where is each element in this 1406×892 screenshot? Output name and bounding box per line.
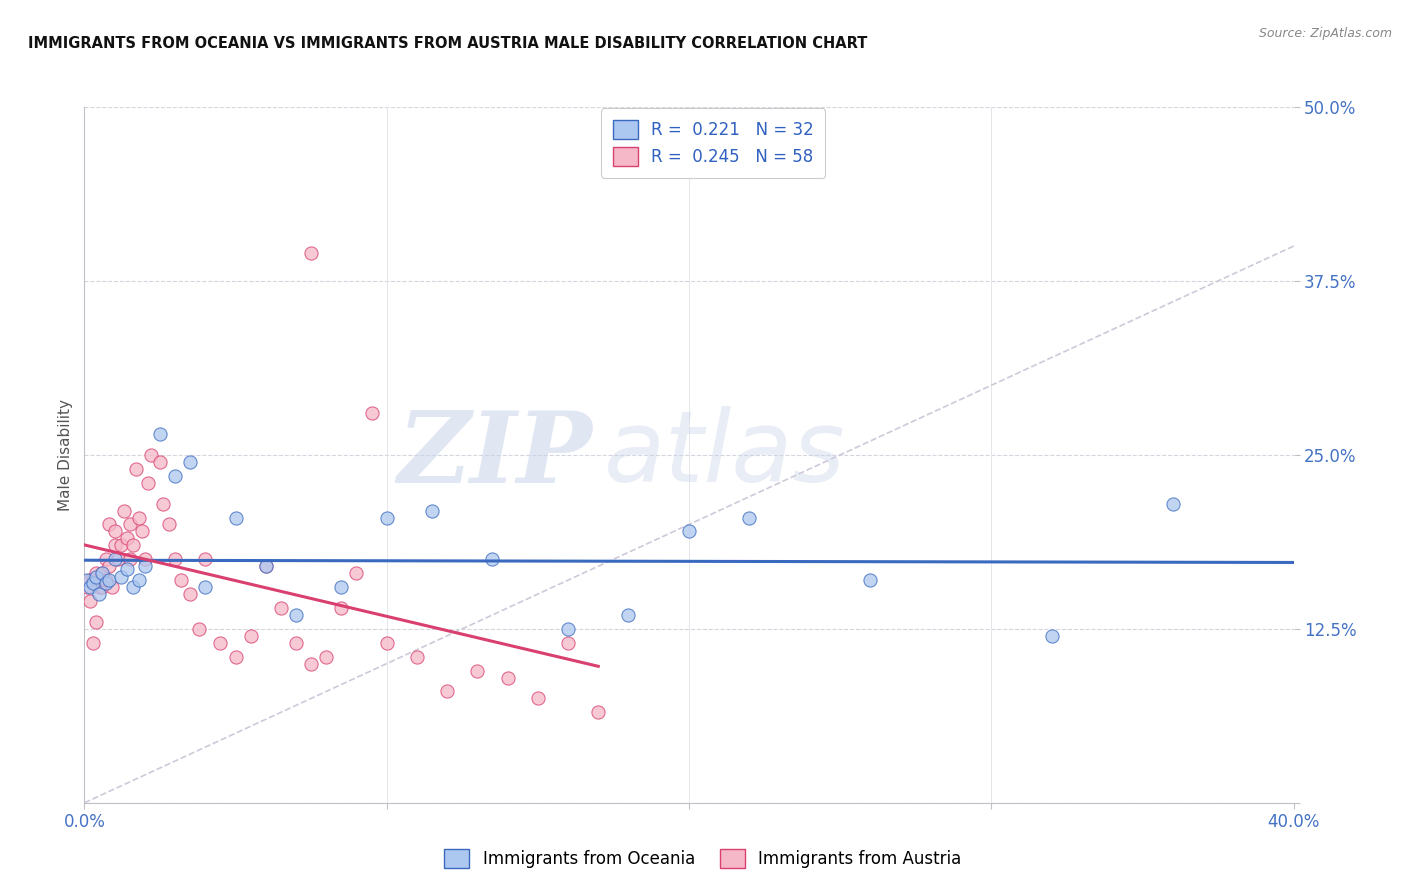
Point xyxy=(330,580,353,594)
Point xyxy=(118,517,141,532)
Point xyxy=(76,580,98,594)
Point xyxy=(165,552,187,566)
Point xyxy=(136,475,159,490)
Point xyxy=(179,587,201,601)
Point xyxy=(617,607,640,622)
Point xyxy=(315,649,337,664)
Text: Source: ZipAtlas.com: Source: ZipAtlas.com xyxy=(1258,27,1392,40)
Point xyxy=(527,691,550,706)
Point xyxy=(738,510,761,524)
Point xyxy=(79,573,101,587)
Point xyxy=(104,552,127,566)
Point xyxy=(481,552,503,566)
Point xyxy=(131,524,153,539)
Point xyxy=(82,573,104,587)
Point xyxy=(121,538,143,552)
Point xyxy=(89,573,111,587)
Point xyxy=(170,573,193,587)
Point xyxy=(225,649,247,664)
Point xyxy=(86,615,108,629)
Point xyxy=(375,636,398,650)
Point xyxy=(436,684,458,698)
Point xyxy=(152,497,174,511)
Text: IMMIGRANTS FROM OCEANIA VS IMMIGRANTS FROM AUSTRIA MALE DISABILITY CORRELATION C: IMMIGRANTS FROM OCEANIA VS IMMIGRANTS FR… xyxy=(28,36,868,51)
Point xyxy=(118,552,141,566)
Point xyxy=(115,532,138,546)
Point xyxy=(82,576,104,591)
Point xyxy=(239,629,262,643)
Point xyxy=(91,580,114,594)
Point xyxy=(104,524,127,539)
Point xyxy=(557,636,579,650)
Legend: Immigrants from Oceania, Immigrants from Austria: Immigrants from Oceania, Immigrants from… xyxy=(437,842,969,875)
Point xyxy=(165,468,187,483)
Point xyxy=(285,607,308,622)
Text: ZIP: ZIP xyxy=(398,407,592,503)
Point xyxy=(194,580,217,594)
Point xyxy=(420,503,443,517)
Point xyxy=(79,580,101,594)
Point xyxy=(94,552,117,566)
Point xyxy=(859,573,882,587)
Point xyxy=(121,580,143,594)
Point xyxy=(179,455,201,469)
Point xyxy=(97,559,120,574)
Point xyxy=(467,664,489,678)
Point xyxy=(270,601,292,615)
Text: atlas: atlas xyxy=(605,407,846,503)
Point xyxy=(375,510,398,524)
Point xyxy=(149,427,172,442)
Point xyxy=(346,566,368,581)
Point xyxy=(94,573,117,587)
Point xyxy=(149,455,172,469)
Point xyxy=(100,580,122,594)
Point xyxy=(557,622,579,636)
Point xyxy=(678,524,700,539)
Point xyxy=(89,587,111,601)
Point xyxy=(209,636,232,650)
Point xyxy=(139,448,162,462)
Point xyxy=(86,566,108,581)
Point xyxy=(89,580,111,594)
Point xyxy=(496,671,519,685)
Point xyxy=(254,559,277,574)
Point xyxy=(188,622,211,636)
Point xyxy=(128,510,150,524)
Point xyxy=(134,559,156,574)
Point xyxy=(104,538,127,552)
Point xyxy=(134,552,156,566)
Point xyxy=(115,562,138,576)
Legend: R =  0.221   N = 32, R =  0.245   N = 58: R = 0.221 N = 32, R = 0.245 N = 58 xyxy=(600,109,825,178)
Point xyxy=(76,573,98,587)
Point xyxy=(360,406,382,420)
Point xyxy=(107,552,129,566)
Point xyxy=(285,636,308,650)
Point xyxy=(94,576,117,591)
Point xyxy=(79,594,101,608)
Point xyxy=(110,570,132,584)
Point xyxy=(225,510,247,524)
Point xyxy=(194,552,217,566)
Point xyxy=(254,559,277,574)
Y-axis label: Male Disability: Male Disability xyxy=(58,399,73,511)
Point xyxy=(128,573,150,587)
Point xyxy=(299,246,322,260)
Point xyxy=(91,566,114,581)
Point xyxy=(97,573,120,587)
Point xyxy=(97,517,120,532)
Point xyxy=(330,601,353,615)
Point xyxy=(299,657,322,671)
Point xyxy=(588,706,610,720)
Point xyxy=(1161,497,1184,511)
Point xyxy=(157,517,180,532)
Point xyxy=(406,649,429,664)
Point xyxy=(1040,629,1063,643)
Point xyxy=(82,636,104,650)
Point xyxy=(91,566,114,581)
Point xyxy=(125,462,148,476)
Point xyxy=(110,538,132,552)
Point xyxy=(86,570,108,584)
Point xyxy=(112,503,135,517)
